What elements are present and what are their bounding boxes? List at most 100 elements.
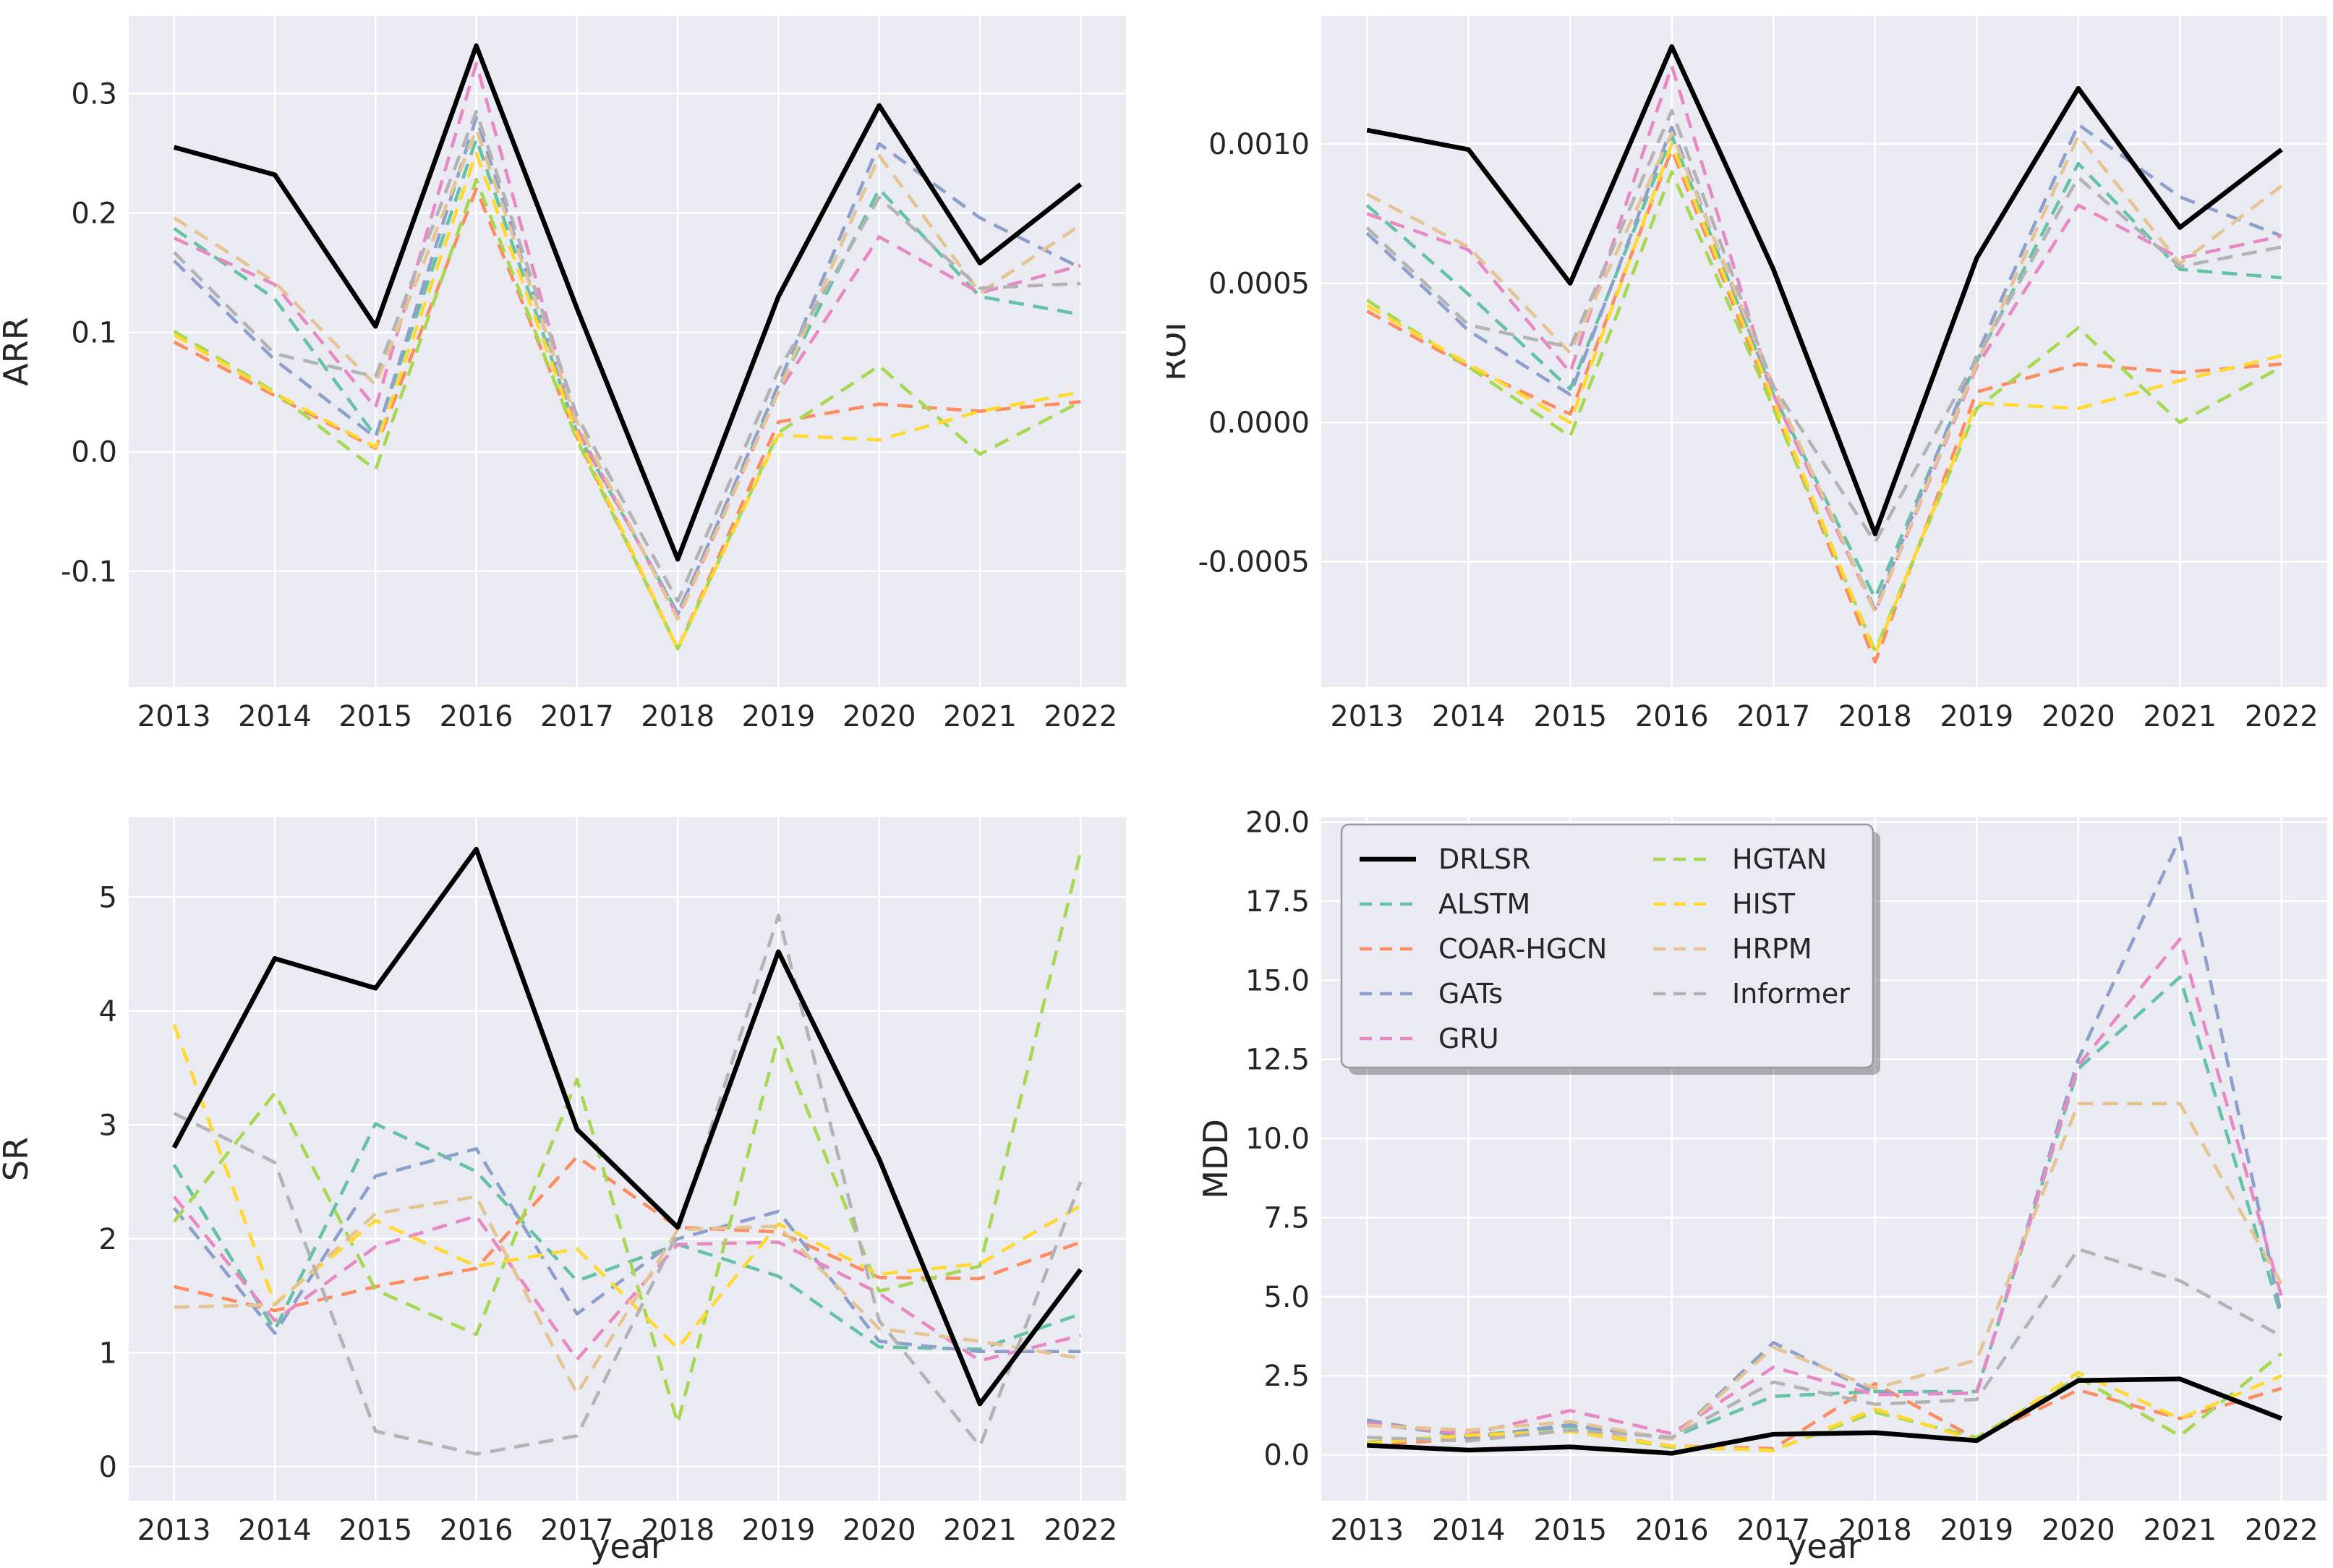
x-axis-label: year	[590, 1527, 665, 1566]
mdd-chart: 20.0 17.5 15.0 12.5 10.0 7.5 5.0 2.5 0.0 2013 2014…	[1196, 806, 2327, 1566]
series-line-HRPM	[1367, 1102, 2283, 1441]
x-tick-label: 2017	[1736, 1514, 1810, 1547]
legend-label-HGTAN: HGTAN	[1732, 843, 1827, 875]
x-tick-label: 2022	[2245, 700, 2319, 733]
x-tick-label: 2019	[1940, 700, 2013, 733]
series-line-GRU	[1366, 937, 2284, 1436]
x-tick-label: 2022	[1044, 700, 1117, 733]
legend-label-HRPM: HRPM	[1732, 933, 1812, 965]
series-line-HRPM	[173, 127, 1082, 621]
series-line-GATs	[172, 1146, 1081, 1354]
x-tick-label: 2016	[1635, 700, 1709, 733]
series-line-Informer	[173, 109, 1081, 603]
series-line-Informer	[1365, 108, 2282, 545]
x-tick-label: 2018	[641, 1514, 715, 1547]
y-tick-label: 5	[99, 881, 117, 914]
y-tick-label: 0.0005	[1208, 268, 1310, 301]
legend-box	[1340, 823, 1874, 1069]
arr-chart: 0.3 0.2 0.1 0.0 -0.1 2013 2014 2015 2016 2017 2018…	[0, 16, 1126, 733]
x-tick-label: 2014	[1432, 700, 1506, 733]
x-tick-label: 2022	[1044, 1514, 1117, 1547]
x-tick-label: 2014	[1432, 1514, 1506, 1547]
series-line-DRLSR	[171, 846, 1083, 1407]
x-tick-label: 2020	[2042, 1514, 2115, 1547]
y-tick-label: 2.5	[1263, 1360, 1310, 1393]
legend-label-HIST: HIST	[1732, 888, 1796, 920]
x-tick-label: 2021	[943, 1514, 1017, 1547]
y-tick-label: 4	[99, 995, 117, 1028]
x-tick-label: 2020	[843, 1514, 916, 1547]
y-tick-label: 12.5	[1245, 1044, 1310, 1077]
x-tick-label: 2013	[1330, 1514, 1404, 1547]
x-tick-label: 2015	[1533, 700, 1607, 733]
x-tick-label: 2018	[1838, 700, 1912, 733]
x-tick-label: 2021	[943, 700, 1017, 733]
plot-area	[129, 16, 1126, 687]
series-line-GRU	[1366, 64, 2282, 614]
series-line-Informer	[1367, 1247, 2282, 1443]
x-tick-label: 2017	[540, 1514, 614, 1547]
x-tick-label: 2013	[137, 1514, 211, 1547]
x-tick-label: 2016	[440, 1514, 513, 1547]
x-tick-label: 2020	[843, 700, 916, 733]
series-line-GRU	[172, 1196, 1081, 1363]
y-tick-label: 0.0000	[1208, 406, 1310, 440]
series-line-DRLSR	[1366, 44, 2283, 537]
x-tick-label: 2019	[1940, 1514, 2013, 1547]
y-tick-label: 0.2	[71, 197, 117, 230]
series-line-Informer	[173, 913, 1083, 1456]
y-axis-label: SR	[0, 1137, 35, 1181]
x-tick-label: 2020	[2042, 700, 2115, 733]
y-tick-label: 1	[99, 1337, 117, 1370]
y-tick-label: 0.1	[71, 317, 117, 350]
x-tick-label: 2021	[2143, 1514, 2217, 1547]
x-tick-label: 2022	[2245, 1514, 2319, 1547]
x-tick-label: 2015	[338, 700, 412, 733]
series-line-HIST	[173, 151, 1081, 651]
x-tick-label: 2014	[238, 700, 312, 733]
y-tick-label: 0.0010	[1208, 128, 1310, 161]
sr-panel: 5 4 3 2 1 0 2013 2014 2015 2016 2017 2018 2019 2020 20…	[0, 784, 1166, 1568]
x-tick-label: 2019	[742, 700, 816, 733]
legend: DRLSR ALSTM COAR-HGCN GATs GRU HGTAN HIST HRPM I…	[1340, 823, 1880, 1075]
y-axis-label: ARR	[0, 317, 35, 385]
plot-area	[129, 817, 1126, 1501]
y-tick-label: 17.5	[1245, 885, 1310, 919]
legend-label-GRU: GRU	[1438, 1023, 1499, 1054]
y-tick-label: -0.0005	[1198, 546, 1310, 579]
series-line-DRLSR	[1367, 1376, 2282, 1456]
x-tick-label: 2016	[440, 700, 513, 733]
y-tick-label: 0.3	[71, 77, 117, 111]
legend-label-Informer: Informer	[1732, 978, 1850, 1010]
y-tick-label: 20.0	[1245, 806, 1310, 840]
x-tick-label: 2017	[1736, 700, 1810, 733]
y-tick-label: 0.0	[1263, 1439, 1310, 1473]
y-tick-label: -0.1	[61, 555, 117, 589]
y-tick-label: 3	[99, 1109, 117, 1142]
series-line-ALSTM	[172, 1122, 1082, 1351]
y-tick-label: 5.0	[1263, 1281, 1310, 1314]
x-axis-label: year	[1787, 1527, 1861, 1566]
y-tick-label: 7.5	[1263, 1201, 1310, 1235]
x-tick-label: 2013	[1330, 700, 1404, 733]
series-line-HRPM	[174, 1195, 1081, 1396]
x-tick-label: 2021	[2143, 700, 2217, 733]
plot-area	[1321, 16, 2327, 687]
x-tick-label: 2017	[540, 700, 614, 733]
x-tick-label: 2014	[238, 1514, 312, 1547]
x-tick-label: 2015	[1533, 1514, 1607, 1547]
x-tick-label: 2018	[1838, 1514, 1912, 1547]
x-tick-label: 2018	[641, 700, 715, 733]
series-line-DRLSR	[173, 43, 1083, 562]
legend-label-COAR-HGCN: COAR-HGCN	[1438, 933, 1607, 965]
y-tick-label: 10.0	[1245, 1122, 1310, 1156]
x-tick-label: 2015	[338, 1514, 412, 1547]
mdd-panel: 20.0 17.5 15.0 12.5 10.0 7.5 5.0 2.5 0.0 2013 2014…	[1166, 784, 2333, 1568]
y-tick-label: 0.0	[71, 436, 117, 469]
sr-chart: 5 4 3 2 1 0 2013 2014 2015 2016 2017 2018 2019 2020 20…	[0, 817, 1126, 1566]
y-tick-label: 15.0	[1245, 964, 1310, 997]
y-axis-label: MDD	[1196, 1119, 1235, 1199]
legend-label-GATs: GATs	[1438, 978, 1503, 1010]
x-tick-label: 2016	[1635, 1514, 1709, 1547]
